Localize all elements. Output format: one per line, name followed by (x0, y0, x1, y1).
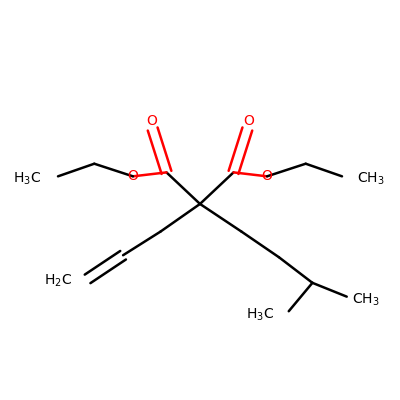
Text: O: O (128, 169, 138, 183)
Text: O: O (243, 114, 254, 128)
Text: CH$_3$: CH$_3$ (352, 291, 380, 308)
Text: CH$_3$: CH$_3$ (357, 171, 385, 187)
Text: O: O (262, 169, 272, 183)
Text: H$_2$C: H$_2$C (44, 273, 72, 289)
Text: O: O (146, 114, 157, 128)
Text: H$_3$C: H$_3$C (246, 306, 274, 322)
Text: H$_3$C: H$_3$C (13, 171, 42, 187)
